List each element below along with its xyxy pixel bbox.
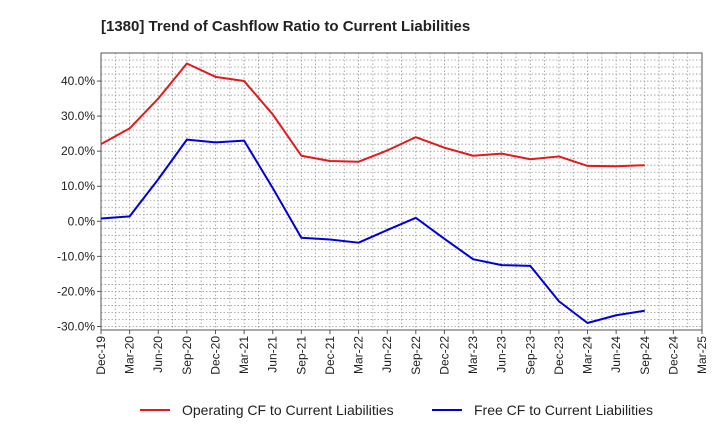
series-line-operating-cf: [100, 62, 645, 168]
legend-label-free-cf: Free CF to Current Liabilities: [474, 402, 653, 418]
x-tick-label: Sep-22: [409, 336, 423, 375]
chart-title: [1380] Trend of Cashflow Ratio to Curren…: [101, 18, 470, 35]
y-tick-label: 0.0%: [68, 214, 96, 228]
x-tick-label: Mar-21: [237, 336, 251, 374]
y-tick-label: 20.0%: [61, 144, 95, 158]
legend-label-operating-cf: Operating CF to Current Liabilities: [182, 402, 394, 418]
x-tick-label: Jun-23: [495, 336, 509, 373]
x-tick-label: Mar-20: [123, 336, 137, 374]
x-tick-label: Sep-21: [294, 336, 308, 375]
x-tick-label: Dec-19: [94, 336, 108, 375]
x-tick-label: Mar-22: [352, 336, 366, 374]
y-tick-label: 40.0%: [61, 74, 95, 88]
x-tick-label: Mar-23: [466, 336, 480, 374]
x-tick-label: Mar-25: [695, 336, 709, 374]
x-tick-label: Dec-23: [552, 336, 566, 375]
x-tick-label: Dec-24: [666, 336, 680, 375]
x-tick-label: Mar-24: [581, 336, 595, 374]
plot-frame: [100, 52, 703, 331]
x-tick-label: Dec-20: [208, 336, 222, 375]
x-tick-label: Jun-20: [151, 336, 165, 373]
x-tick-label: Dec-21: [323, 336, 337, 375]
series-line-free-cf: [100, 138, 645, 324]
x-tick-label: Sep-23: [523, 336, 537, 375]
y-tick-label: -30.0%: [57, 319, 95, 333]
y-tick-label: -10.0%: [57, 249, 95, 263]
y-tick-label: 30.0%: [61, 109, 95, 123]
x-tick-label: Dec-22: [437, 336, 451, 375]
x-tick-label: Sep-20: [180, 336, 194, 375]
plot-area: -30.0% -20.0% -10.0% 0.0% 10.0% 20.0% 30.0% 40.…: [57, 52, 709, 375]
x-tick-label: Jun-24: [609, 336, 623, 373]
y-tick-label: 10.0%: [61, 179, 95, 193]
x-tick-label: Jun-21: [266, 336, 280, 373]
x-tick-label: Jun-22: [380, 336, 394, 373]
y-tick-label: -20.0%: [57, 284, 95, 298]
legend: Operating CF to Current Liabilities Free …: [140, 402, 653, 418]
x-tick-label: Sep-24: [638, 336, 652, 375]
